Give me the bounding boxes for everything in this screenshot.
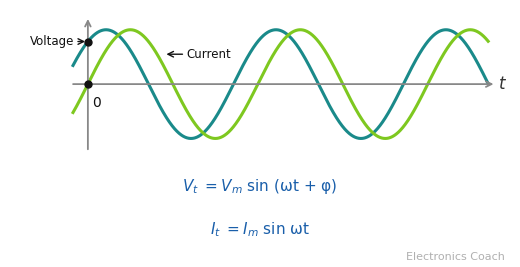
Text: $I_t$ $= I_m$ sin ωt: $I_t$ $= I_m$ sin ωt [210,220,310,239]
Text: $V_t$ $= V_m$ sin (ωt + φ): $V_t$ $= V_m$ sin (ωt + φ) [183,177,337,197]
Text: Current: Current [187,48,231,61]
Text: 0: 0 [92,96,101,110]
Text: t: t [499,75,505,93]
Text: Electronics Coach: Electronics Coach [406,252,504,262]
Text: Voltage: Voltage [30,35,74,48]
